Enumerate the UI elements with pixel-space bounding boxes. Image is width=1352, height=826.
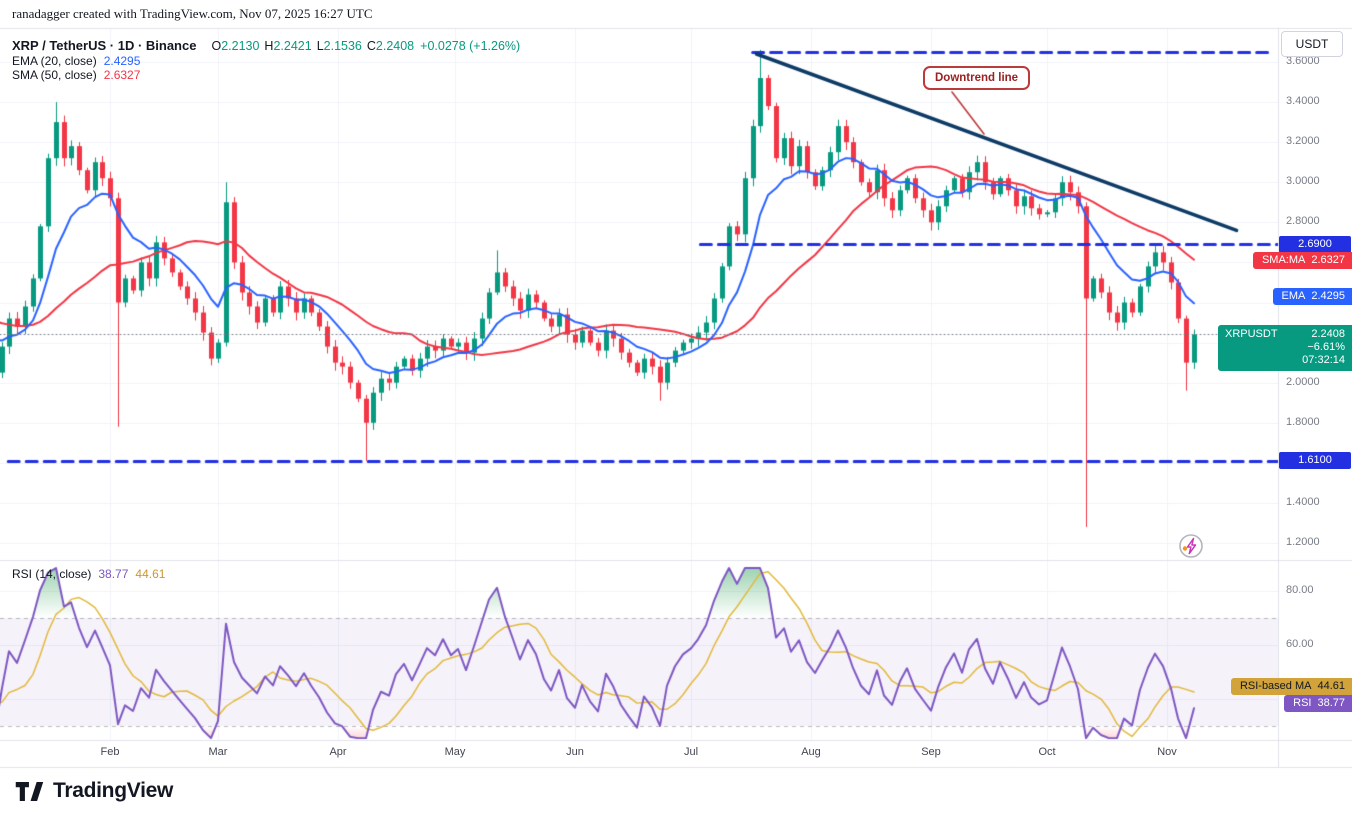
price-tick-2.8000: 2.8000 bbox=[1286, 215, 1320, 227]
low-value: 2.1536 bbox=[323, 39, 362, 53]
rsi-legend-row[interactable]: RSI (14, close) 38.77 44.61 bbox=[12, 567, 165, 581]
rsi-badge-value: 38.77 bbox=[1317, 697, 1345, 709]
ema-value: 2.4295 bbox=[103, 54, 141, 68]
close-value: 2.2408 bbox=[375, 39, 415, 53]
rsi-value: 38.77 bbox=[98, 567, 129, 581]
downtrend-line-annotation[interactable]: Downtrend line bbox=[923, 66, 1031, 90]
last-price-change: −6.61% bbox=[1307, 341, 1345, 353]
level-badge-2-6900[interactable]: 2.6900 bbox=[1279, 236, 1351, 253]
price-tick-1.8000: 1.8000 bbox=[1286, 416, 1320, 428]
change-value: +0.0278 (+1.26%) bbox=[420, 39, 521, 53]
last-price-value: 2.2408 bbox=[1311, 328, 1345, 340]
flash-icon[interactable] bbox=[1178, 533, 1204, 559]
last-price-symbol: XRPUSDT bbox=[1225, 328, 1278, 340]
price-tick-3.4000: 3.4000 bbox=[1286, 95, 1320, 107]
tradingview-glyph bbox=[15, 781, 44, 801]
ema-legend-row[interactable]: EMA (20, close) 2.4295 bbox=[12, 54, 140, 68]
rsi-ma-badge-name: RSI-based MA bbox=[1239, 680, 1312, 692]
high-label: H bbox=[264, 39, 274, 53]
month-label-Apr: Apr bbox=[329, 746, 347, 758]
month-label-Oct: Oct bbox=[1038, 746, 1056, 758]
month-label-Mar: Mar bbox=[208, 746, 228, 758]
open-label: O bbox=[211, 39, 222, 53]
currency-button[interactable]: USDT bbox=[1281, 31, 1343, 57]
close-label: C bbox=[366, 39, 376, 53]
rsi-tick-60.00: 60.00 bbox=[1286, 638, 1314, 650]
month-label-May: May bbox=[444, 746, 466, 758]
rsi-badge-name: RSI bbox=[1293, 697, 1312, 709]
sma-badge-name: SMA:MA bbox=[1261, 254, 1306, 266]
last-price-badge: XRPUSDT 2.2408 −6.61% 07:32:14 bbox=[1218, 325, 1352, 371]
ema-price-badge: EMA 2.4295 bbox=[1272, 288, 1352, 305]
symbol-legend-row[interactable]: XRP / TetherUS · 1D · Binance O2.2130 H2.2… bbox=[12, 37, 520, 55]
month-label-Sep: Sep bbox=[921, 746, 941, 758]
month-label-Nov: Nov bbox=[1157, 746, 1177, 758]
month-label-Jul: Jul bbox=[683, 746, 699, 758]
ema-label: EMA (20, close) bbox=[12, 54, 97, 68]
rsi-tick-80.00: 80.00 bbox=[1286, 584, 1314, 596]
price-tick-1.4000: 1.4000 bbox=[1286, 496, 1320, 508]
rsi-badge: RSI 38.77 bbox=[1284, 695, 1352, 712]
time-axis[interactable] bbox=[0, 740, 1278, 768]
brand-wordmark: TradingView bbox=[53, 779, 174, 802]
symbol-title[interactable]: XRP / TetherUS · 1D · Binance bbox=[12, 38, 197, 53]
price-tick-3.2000: 3.2000 bbox=[1286, 135, 1320, 147]
sma-price-badge: SMA:MA 2.6327 bbox=[1252, 252, 1352, 269]
open-value: 2.2130 bbox=[221, 39, 260, 53]
sma-label: SMA (50, close) bbox=[12, 68, 97, 82]
month-label-Feb: Feb bbox=[100, 746, 120, 758]
ema-badge-value: 2.4295 bbox=[1311, 290, 1345, 302]
sma-legend-row[interactable]: SMA (50, close) 2.6327 bbox=[12, 68, 140, 82]
rsi-ma-badge-value: 44.61 bbox=[1317, 680, 1345, 692]
sma-badge-value: 2.6327 bbox=[1311, 254, 1345, 266]
price-tick-3.6000: 3.6000 bbox=[1286, 55, 1320, 67]
price-tick-2.0000: 2.0000 bbox=[1286, 376, 1320, 388]
low-label: L bbox=[316, 39, 324, 53]
month-label-Jun: Jun bbox=[566, 746, 584, 758]
rsi-ma-badge: RSI-based MA 44.61 bbox=[1230, 678, 1352, 695]
price-tick-3.0000: 3.0000 bbox=[1286, 175, 1320, 187]
ema-badge-name: EMA bbox=[1281, 290, 1306, 302]
tradingview-logo[interactable]: TradingView bbox=[15, 779, 173, 803]
bar-countdown: 07:32:14 bbox=[1302, 354, 1345, 366]
month-label-Aug: Aug bbox=[801, 746, 821, 758]
sma-value: 2.6327 bbox=[103, 68, 141, 82]
high-value: 2.2421 bbox=[273, 39, 312, 53]
attribution-text: ranadagger created with TradingView.com,… bbox=[12, 6, 373, 21]
rsi-label: RSI (14, close) bbox=[12, 567, 92, 581]
level-badge-1-6100[interactable]: 1.6100 bbox=[1279, 452, 1351, 469]
rsi-ma-value: 44.61 bbox=[135, 567, 166, 581]
price-tick-1.2000: 1.2000 bbox=[1286, 536, 1320, 548]
